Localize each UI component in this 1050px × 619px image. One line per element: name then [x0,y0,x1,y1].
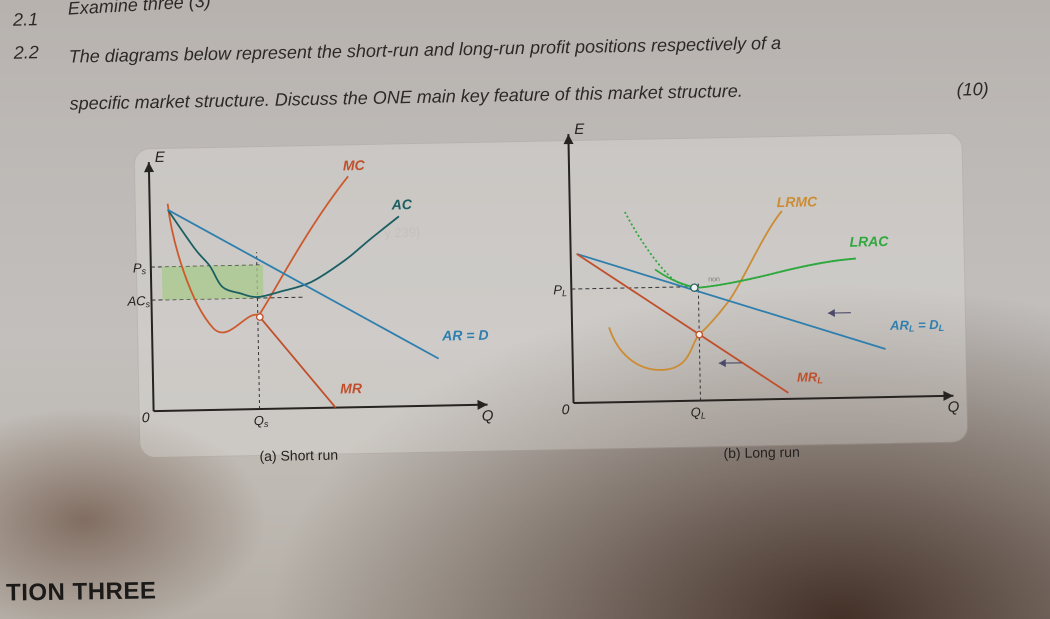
svg-text:MRL: MRL [797,369,823,385]
svg-text:E: E [574,121,585,138]
svg-text:Q: Q [482,408,494,425]
svg-text:E: E [155,149,166,166]
svg-text:(b) Long run: (b) Long run [723,444,800,461]
svg-text:MR: MR [340,380,363,396]
svg-text:ACs: ACs [126,293,150,309]
svg-text:non: non [708,276,720,283]
svg-text:Ps: Ps [133,260,147,276]
svg-text:0: 0 [561,401,569,417]
svg-text:LRMC: LRMC [777,193,819,210]
svg-text:(a) Short run: (a) Short run [259,447,338,465]
svg-text:Qs: Qs [254,413,269,429]
svg-text:QL: QL [691,404,706,420]
svg-text:PL: PL [553,282,567,298]
svg-text:AC: AC [391,196,413,212]
svg-text:LRAC: LRAC [849,233,889,250]
svg-text:MC: MC [343,157,366,173]
svg-text:0: 0 [142,409,150,425]
svg-text:AR = D: AR = D [441,327,489,344]
svg-text:Q: Q [948,399,960,416]
svg-text:ARL = DL: ARL = DL [889,317,944,334]
